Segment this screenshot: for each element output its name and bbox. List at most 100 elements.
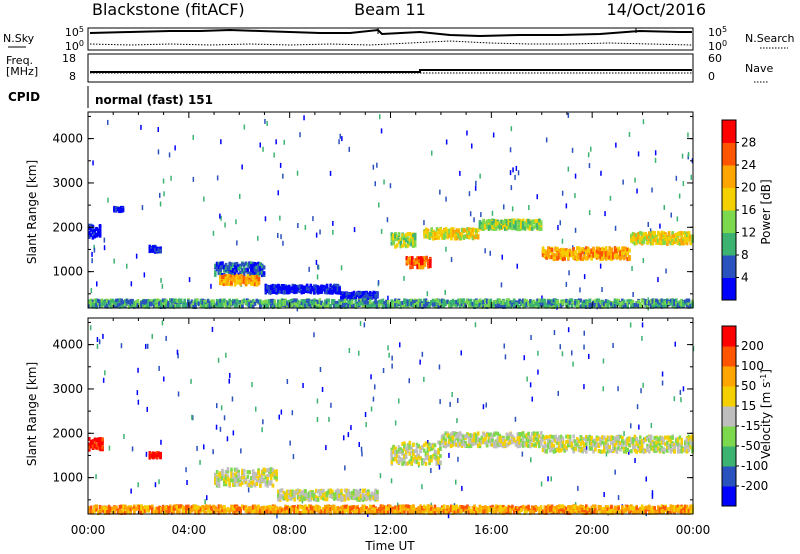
- velocity-cell-band3: [277, 494, 280, 499]
- power-cell-band3: [250, 263, 253, 268]
- velocity-cell-band4: [394, 446, 397, 451]
- power-cell-band13: [583, 299, 586, 304]
- velocity-speckle: [603, 492, 605, 497]
- power-cell-band12: [676, 240, 680, 245]
- velocity-cell-band3: [282, 493, 286, 498]
- velocity-cell-band4: [419, 446, 422, 451]
- power-speckle: [143, 272, 146, 278]
- power-cell-band13: [554, 304, 557, 309]
- power-cell-band3: [244, 268, 248, 273]
- velocity-cell-band4: [430, 455, 433, 459]
- power-cell-band13: [187, 302, 190, 307]
- power-cell-band11: [615, 248, 619, 253]
- power-colorbar-segment: [722, 142, 736, 166]
- power-cell-band13: [419, 298, 422, 303]
- power-cell-band13: [154, 304, 158, 309]
- velocity-speckle: [151, 333, 153, 339]
- power-cell-band13: [237, 300, 240, 305]
- power-speckle: [141, 205, 144, 211]
- velocity-cell-band4: [406, 445, 410, 450]
- power-cell-band0: [88, 231, 91, 236]
- power-cell-band11: [599, 253, 602, 257]
- power-cell-band13: [372, 300, 376, 305]
- power-speckle: [678, 193, 681, 199]
- velocity-cell-band2: [223, 482, 226, 487]
- power-speckle: [565, 281, 568, 287]
- power-cell-band13: [118, 302, 122, 307]
- power-cell-band13: [332, 303, 336, 308]
- power-cell-band10: [500, 219, 503, 224]
- power-cell-band3: [255, 265, 259, 270]
- velocity-speckle: [228, 378, 230, 384]
- power-cell-band13: [496, 303, 500, 308]
- power-cell-band10: [507, 218, 511, 223]
- power-cell-band13: [428, 303, 431, 308]
- power-cell-band5: [298, 288, 302, 293]
- power-cell-band12: [649, 241, 653, 246]
- power-cell-band4: [244, 280, 248, 285]
- velocity-cell-band4: [408, 445, 412, 450]
- velocity-cell-band3: [363, 494, 367, 498]
- power-cell-band2: [159, 246, 162, 251]
- velocity-cell-band5: [467, 439, 471, 444]
- velocity-cell-band5: [484, 433, 487, 438]
- velocity-cell-band2: [224, 475, 228, 480]
- power-speckle: [459, 170, 461, 176]
- power-speckle: [379, 114, 381, 120]
- power-cell-band7: [403, 234, 406, 239]
- velocity-speckle: [439, 399, 441, 405]
- velocity-cell-band5: [467, 436, 471, 440]
- power-cell-band10: [498, 221, 502, 226]
- power-cell-band13: [437, 299, 440, 304]
- power-cell-band13: [433, 302, 437, 307]
- power-cell-band12: [671, 231, 674, 236]
- power-cell-band10: [493, 219, 496, 224]
- power-speckle: [657, 277, 659, 283]
- power-speckle: [316, 274, 319, 280]
- power-cell-band9: [442, 235, 446, 240]
- power-cell-band10: [511, 226, 514, 231]
- power-cell-band7: [413, 241, 417, 246]
- power-cell-band13: [264, 303, 268, 308]
- velocity-cell-band2: [268, 481, 271, 486]
- power-speckle: [600, 170, 602, 176]
- velocity-cell-band4: [422, 443, 426, 448]
- velocity-cell-band3: [363, 488, 367, 493]
- velocity-cell-band3: [291, 492, 295, 497]
- velocity-cell-band4: [424, 455, 428, 460]
- power-cell-band13: [313, 302, 316, 307]
- power-cell-band11: [604, 246, 608, 251]
- cpid-label: CPID: [8, 90, 40, 104]
- power-cell-band11: [563, 248, 566, 253]
- velocity-cell-band5: [464, 440, 467, 445]
- power-ytick-label: 2000: [52, 220, 83, 234]
- power-cell-band11: [601, 252, 604, 257]
- power-cell-band6: [350, 294, 354, 298]
- power-cell-band11: [599, 255, 602, 260]
- power-cell-band13: [657, 304, 660, 309]
- power-cell-band13: [516, 302, 520, 307]
- power-cell-band13: [547, 303, 550, 308]
- velocity-speckle: [537, 350, 539, 356]
- power-cell-band9: [425, 234, 428, 239]
- power-cell-band13: [183, 304, 186, 309]
- power-cell-band13: [205, 300, 208, 305]
- power-cell-band11: [567, 255, 570, 260]
- power-cell-band13: [570, 303, 574, 308]
- velocity-cell-band2: [266, 483, 269, 488]
- power-cell-band11: [626, 257, 629, 262]
- power-speckle: [489, 250, 491, 256]
- power-cell-band13: [568, 300, 572, 305]
- velocity-cell-band3: [361, 492, 365, 497]
- power-cell-band6: [367, 294, 370, 299]
- power-speckle: [304, 224, 307, 230]
- power-cell-band3: [239, 263, 242, 268]
- power-cell-band13: [633, 303, 637, 307]
- velocity-cell-band2: [239, 482, 242, 487]
- power-colorbar-tick-label: 24: [741, 158, 756, 172]
- power-cell-band10: [538, 221, 541, 226]
- velocity-speckle: [292, 454, 295, 460]
- velocity-cell-band0: [93, 443, 97, 448]
- power-cell-band13: [619, 301, 622, 306]
